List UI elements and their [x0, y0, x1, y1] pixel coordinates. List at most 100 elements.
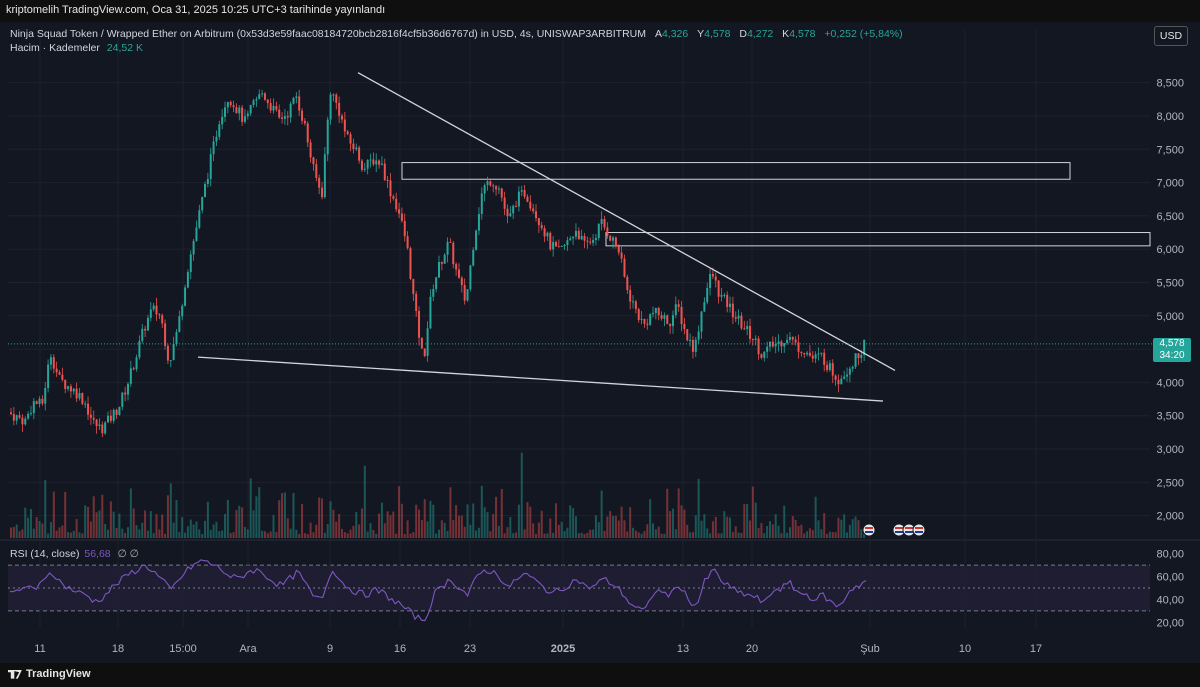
close-value: 4,578: [789, 28, 816, 40]
volume-bar: [860, 529, 863, 538]
candle-body: [235, 107, 238, 114]
candle-body: [349, 134, 352, 144]
volume-bar: [612, 515, 615, 538]
volume-bar: [486, 512, 489, 538]
candle-body: [466, 289, 469, 301]
candle-body: [512, 205, 515, 214]
candle-body: [221, 116, 224, 125]
volume-bar: [620, 506, 623, 538]
volume-bar: [515, 532, 518, 538]
volume-bar: [87, 506, 90, 538]
candle-body: [61, 374, 64, 380]
candle-body: [15, 415, 18, 421]
volume-bar: [691, 531, 694, 538]
volume-bar: [475, 530, 478, 538]
candle-body: [851, 366, 854, 369]
volume-bar: [118, 513, 121, 538]
candle-body: [557, 246, 560, 248]
candle-body: [306, 123, 309, 143]
volume-bar: [283, 492, 286, 538]
event-flag-stripe: [915, 531, 923, 533]
candle-body: [654, 307, 657, 313]
volume-bar: [689, 532, 692, 538]
chart-canvas[interactable]: 8,500 8,000 7,500 7,000 6,500 6,000 5,500 5,000…: [0, 22, 1200, 663]
volume-bar: [303, 533, 306, 538]
volume-bar: [281, 493, 284, 538]
candle-body: [586, 240, 589, 242]
rsi-tick-label: 40,00: [1156, 594, 1184, 606]
rsi-line: [9, 559, 867, 622]
volume-bar: [321, 498, 324, 538]
candle-body: [594, 237, 597, 240]
candle-body: [506, 208, 509, 217]
candle-body: [606, 227, 609, 237]
volume-bar: [557, 524, 560, 538]
volume-bar: [312, 532, 315, 538]
volume-bar: [343, 532, 346, 538]
volume-bar: [760, 523, 763, 538]
candle-body: [298, 96, 301, 111]
volume-bar: [326, 524, 329, 538]
volume-bar: [138, 529, 141, 538]
time-tick-label: 23: [464, 643, 476, 655]
volume-bar: [435, 533, 438, 538]
volume-bar: [152, 533, 155, 538]
brand-name: TradingView: [26, 668, 91, 680]
volume-bar: [683, 509, 686, 538]
price-tick-label: 8,000: [1156, 111, 1184, 123]
volume-bar: [340, 528, 343, 538]
volume-bar: [560, 521, 563, 538]
candle-body: [243, 116, 246, 122]
candle-body: [406, 236, 409, 249]
volume-bar: [623, 520, 626, 538]
candle-body: [263, 93, 266, 100]
volume-bar: [583, 533, 586, 538]
candle-body: [152, 305, 155, 310]
volume-bar: [714, 516, 717, 538]
candle-body: [181, 305, 184, 317]
candle-body: [81, 393, 84, 404]
volume-bar: [520, 452, 523, 538]
volume-bar: [349, 529, 352, 538]
candle-body: [432, 289, 435, 297]
tradingview-logo[interactable]: TradingView: [8, 668, 91, 680]
volume-bar: [144, 510, 147, 538]
candle-body: [749, 325, 752, 339]
volume-bar: [609, 511, 612, 538]
candle-body: [806, 352, 809, 355]
candle-body: [723, 294, 726, 296]
candle-body: [10, 412, 12, 415]
candle-body: [420, 337, 423, 349]
volume-bar: [426, 521, 429, 538]
volume-bar: [457, 515, 460, 538]
candle-body: [709, 273, 712, 289]
candle-body: [258, 94, 261, 100]
volume-bar: [135, 525, 138, 538]
event-flag-icon: [912, 523, 926, 537]
candle-body: [335, 94, 338, 103]
candle-body: [232, 105, 235, 108]
candle-body: [643, 318, 646, 324]
candle-body: [540, 225, 543, 229]
volume-legend: Hacim · Kademeler 24,52 K: [10, 42, 143, 54]
candle-body: [646, 323, 649, 325]
price-tick-label: 2,500: [1156, 477, 1184, 489]
candle-body: [760, 354, 763, 358]
volume-bar: [360, 508, 363, 538]
candle-body: [283, 116, 286, 119]
candle-body: [118, 406, 121, 416]
candle-body: [734, 317, 737, 319]
currency-button[interactable]: USD: [1154, 26, 1188, 46]
candle-body: [132, 368, 135, 370]
candle-body: [164, 323, 167, 346]
volume-bar: [58, 527, 61, 538]
volume-bar: [766, 526, 769, 538]
candle-body: [786, 339, 789, 344]
candle-body: [126, 383, 129, 395]
candle-body: [326, 119, 329, 155]
volume-bar: [438, 529, 440, 538]
time-axis: 11 18 15:00 Ara 9 16 23 2025 13 20 Şub 10 17: [34, 643, 1042, 655]
volume-bar: [586, 532, 589, 538]
volume-bar: [415, 504, 418, 538]
volume-bar: [763, 533, 766, 538]
